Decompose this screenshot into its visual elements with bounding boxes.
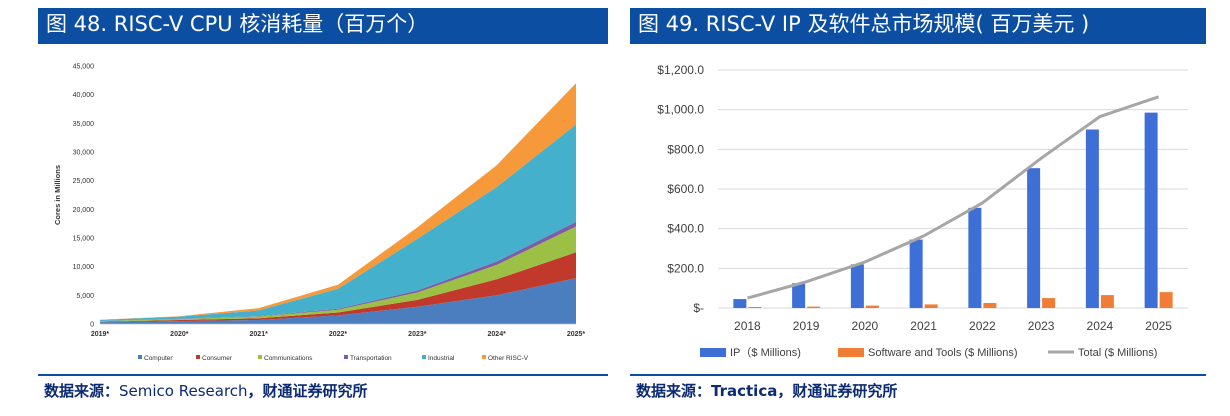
y-tick-label: $- <box>693 301 704 315</box>
bottom-divider <box>630 374 1206 376</box>
source-text: Tractica <box>711 382 778 400</box>
y-tick-label: $600.0 <box>667 182 704 196</box>
area-series-computer <box>100 278 576 324</box>
line-total <box>746 95 1160 300</box>
bar-ip <box>909 239 923 308</box>
bar-software-tools <box>865 305 879 308</box>
y-axis-label: Cores in Millions <box>53 165 62 225</box>
bar-software-tools <box>748 307 762 308</box>
y-tick-label: 15,000 <box>73 236 95 243</box>
bar-software-tools <box>1100 295 1114 308</box>
x-tick-label: 2023* <box>408 331 427 338</box>
legend-label: Transportation <box>350 355 392 362</box>
x-tick-label: 2020 <box>852 319 879 333</box>
x-tick-label: 2021 <box>910 319 937 333</box>
bar-software-tools <box>807 306 821 308</box>
legend-swatch <box>422 355 426 359</box>
area-series-consumer <box>100 252 576 323</box>
legend-swatch-ip <box>700 348 726 357</box>
x-tick-label: 2024 <box>1087 319 1114 333</box>
legend-label-software: Software and Tools ($ Millions) <box>868 347 1018 359</box>
x-tick-label: 2023 <box>1028 319 1055 333</box>
bar-software-tools <box>1159 292 1173 308</box>
stacked-area-chart: 0 5,000 10,000 15,000 20,000 25,000 30,000 35,0… <box>53 64 586 363</box>
bar-line-chart: $- $200.0 $400.0 $600.0 $800.0 $1,000.0 $1,200… <box>657 63 1188 359</box>
x-tick-label: 2025* <box>567 331 586 338</box>
source-note-right: 数据来源：Tractica，财通证券研究所 <box>636 380 897 401</box>
legend-label: Communications <box>264 355 313 362</box>
source-suffix: ，财通证券研究所 <box>777 382 898 400</box>
area-series-industrial <box>100 124 576 321</box>
y-tick-label: 5,000 <box>76 293 94 300</box>
bar-software-tools <box>924 304 938 308</box>
y-tick-label: $200.0 <box>667 261 704 275</box>
legend-swatch <box>196 355 200 359</box>
source-label: 数据来源： <box>44 382 120 400</box>
y-tick-label: $1,200.0 <box>657 63 704 77</box>
bar-ip <box>1027 168 1041 308</box>
right-chart-panel: 图 49. RISC-V IP 及软件总市场规模( 百万美元 ) $- $200.… <box>630 8 1206 408</box>
bar-ip <box>1085 129 1099 308</box>
legend-label: Industrial <box>428 355 455 362</box>
bar-software-tools <box>983 303 997 308</box>
x-tick-label: 2022 <box>969 319 996 333</box>
source-note-left: 数据来源：Semico Research，财通证券研究所 <box>44 380 368 401</box>
bar-software-tools <box>1042 298 1056 308</box>
x-tick-label: 2019 <box>793 319 820 333</box>
y-tick-label: 30,000 <box>73 150 95 157</box>
legend-label: Computer <box>144 355 173 362</box>
x-tick-label: 2025 <box>1145 319 1172 333</box>
legend-swatch <box>258 355 262 359</box>
legend-label-ip: IP（$ Millions) <box>730 346 801 359</box>
legend-label: Other RISC-V <box>488 355 529 362</box>
y-tick-label: $800.0 <box>667 142 704 156</box>
y-tick-label: 10,000 <box>73 264 95 271</box>
x-tick-label: 2022* <box>329 331 348 338</box>
y-tick-label: $1,000.0 <box>657 103 704 117</box>
y-tick-label: 20,000 <box>73 207 95 214</box>
source-label: 数据来源： <box>636 382 712 400</box>
x-tick-label: 2021* <box>250 331 269 338</box>
x-tick-label: 2020* <box>170 331 189 338</box>
y-tick-label: $400.0 <box>667 222 704 236</box>
bar-ip <box>1144 112 1158 309</box>
title-divider <box>38 41 608 44</box>
y-tick-label: 35,000 <box>73 121 95 128</box>
source-suffix: ，财通证券研究所 <box>247 382 368 400</box>
y-tick-label: 45,000 <box>73 64 95 71</box>
chart-title-left: 图 48. RISC-V CPU 核消耗量（百万个） <box>38 8 608 41</box>
y-tick-label: 0 <box>90 322 94 329</box>
legend-swatch <box>138 355 142 359</box>
legend-swatch-software <box>838 348 864 357</box>
bar-ip <box>733 299 747 308</box>
x-tick-label: 2019* <box>91 331 110 338</box>
left-chart-panel: 图 48. RISC-V CPU 核消耗量（百万个） 0 5,000 10,000 1… <box>38 8 608 408</box>
title-divider <box>630 41 1206 44</box>
y-tick-label: 25,000 <box>73 178 95 185</box>
x-tick-label: 2018 <box>734 319 761 333</box>
chart-title-right: 图 49. RISC-V IP 及软件总市场规模( 百万美元 ) <box>630 8 1206 41</box>
y-tick-label: 40,000 <box>73 92 95 99</box>
x-tick-label: 2024* <box>488 331 507 338</box>
bar-ip <box>968 207 982 308</box>
legend-label: Consumer <box>202 355 233 362</box>
bar-ip <box>792 283 806 308</box>
bottom-divider <box>38 374 608 376</box>
bar-ip <box>850 264 864 308</box>
area-series-communications <box>100 226 576 322</box>
legend-swatch <box>482 355 486 359</box>
legend-label-total: Total ($ Millions) <box>1078 347 1157 359</box>
source-text: Semico Research <box>119 382 248 400</box>
legend-swatch <box>344 355 348 359</box>
